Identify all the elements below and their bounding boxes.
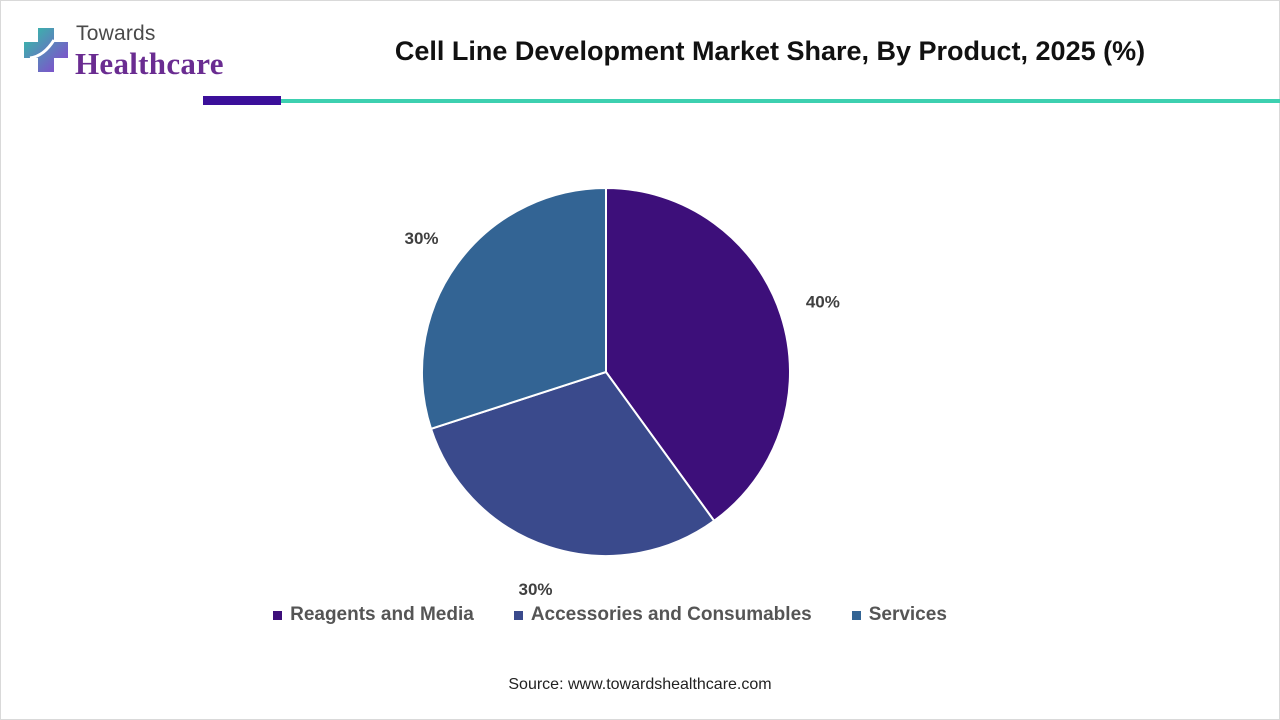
source-note: Source: www.towardshealthcare.com [508,676,772,693]
legend-item-services: Services [851,604,947,626]
title-underline-accent [203,96,281,105]
pie-slice-accessories-and-consumables [429,370,716,557]
legend-item-accessories-and-consumables: Accessories and Consumables [513,604,812,626]
legend-swatch [273,610,283,620]
chart-legend: Reagents and Media Accessories and Consum… [0,604,1220,626]
data-label-accessories-and-consumables: 30% [519,580,553,599]
legend-label: Accessories and Consumables [530,604,812,625]
medical-cross-icon [24,28,68,72]
brand-name-top: Towards [76,22,156,45]
brand-name-bottom: Healthcare [75,46,224,81]
pie-slice-reagents-and-media [605,186,791,523]
title-underline [281,99,1280,103]
data-label-reagents-and-media: 40% [806,293,840,312]
legend-item-reagents-and-media: Reagents and Media [273,604,474,626]
data-label-services: 30% [405,229,439,248]
pie-chart: 40% 30% 30% [405,186,840,599]
pie-slice-services [421,186,607,431]
chart-title: Cell Line Development Market Share, By P… [394,36,1146,66]
legend-swatch [513,610,523,620]
brand-logo: Towards Healthcare [20,22,235,82]
legend-swatch [851,610,861,620]
legend-label: Reagents and Media [290,604,474,625]
legend-label: Services [868,604,947,625]
